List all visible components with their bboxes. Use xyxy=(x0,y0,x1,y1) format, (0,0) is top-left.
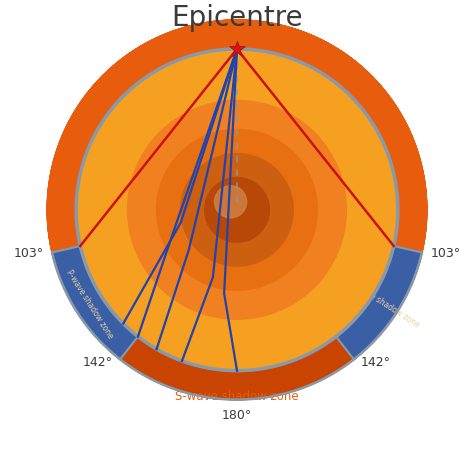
Polygon shape xyxy=(120,337,354,399)
Text: 142°: 142° xyxy=(361,356,391,369)
Circle shape xyxy=(181,153,293,266)
Circle shape xyxy=(205,177,269,242)
Polygon shape xyxy=(52,246,138,359)
Polygon shape xyxy=(47,20,427,399)
Text: S-wave: S-wave xyxy=(295,142,345,156)
Text: S-wave shadow zone: S-wave shadow zone xyxy=(175,389,299,403)
Circle shape xyxy=(76,49,398,371)
Circle shape xyxy=(128,101,346,319)
Text: 142°: 142° xyxy=(83,356,113,369)
Text: P-wave shadow zone: P-wave shadow zone xyxy=(64,268,114,340)
Text: P-wave: P-wave xyxy=(256,283,306,297)
Text: 180°: 180° xyxy=(222,409,252,422)
Text: Epicentre: Epicentre xyxy=(171,4,303,32)
Circle shape xyxy=(205,177,269,242)
Circle shape xyxy=(205,177,269,242)
Text: 103°: 103° xyxy=(430,247,461,260)
Polygon shape xyxy=(336,246,422,359)
Polygon shape xyxy=(52,246,422,399)
Text: 103°: 103° xyxy=(13,247,44,260)
Circle shape xyxy=(214,186,246,218)
Text: P-wave shadow zone: P-wave shadow zone xyxy=(349,279,421,329)
Circle shape xyxy=(213,186,261,234)
Circle shape xyxy=(156,129,318,290)
Polygon shape xyxy=(47,20,427,399)
